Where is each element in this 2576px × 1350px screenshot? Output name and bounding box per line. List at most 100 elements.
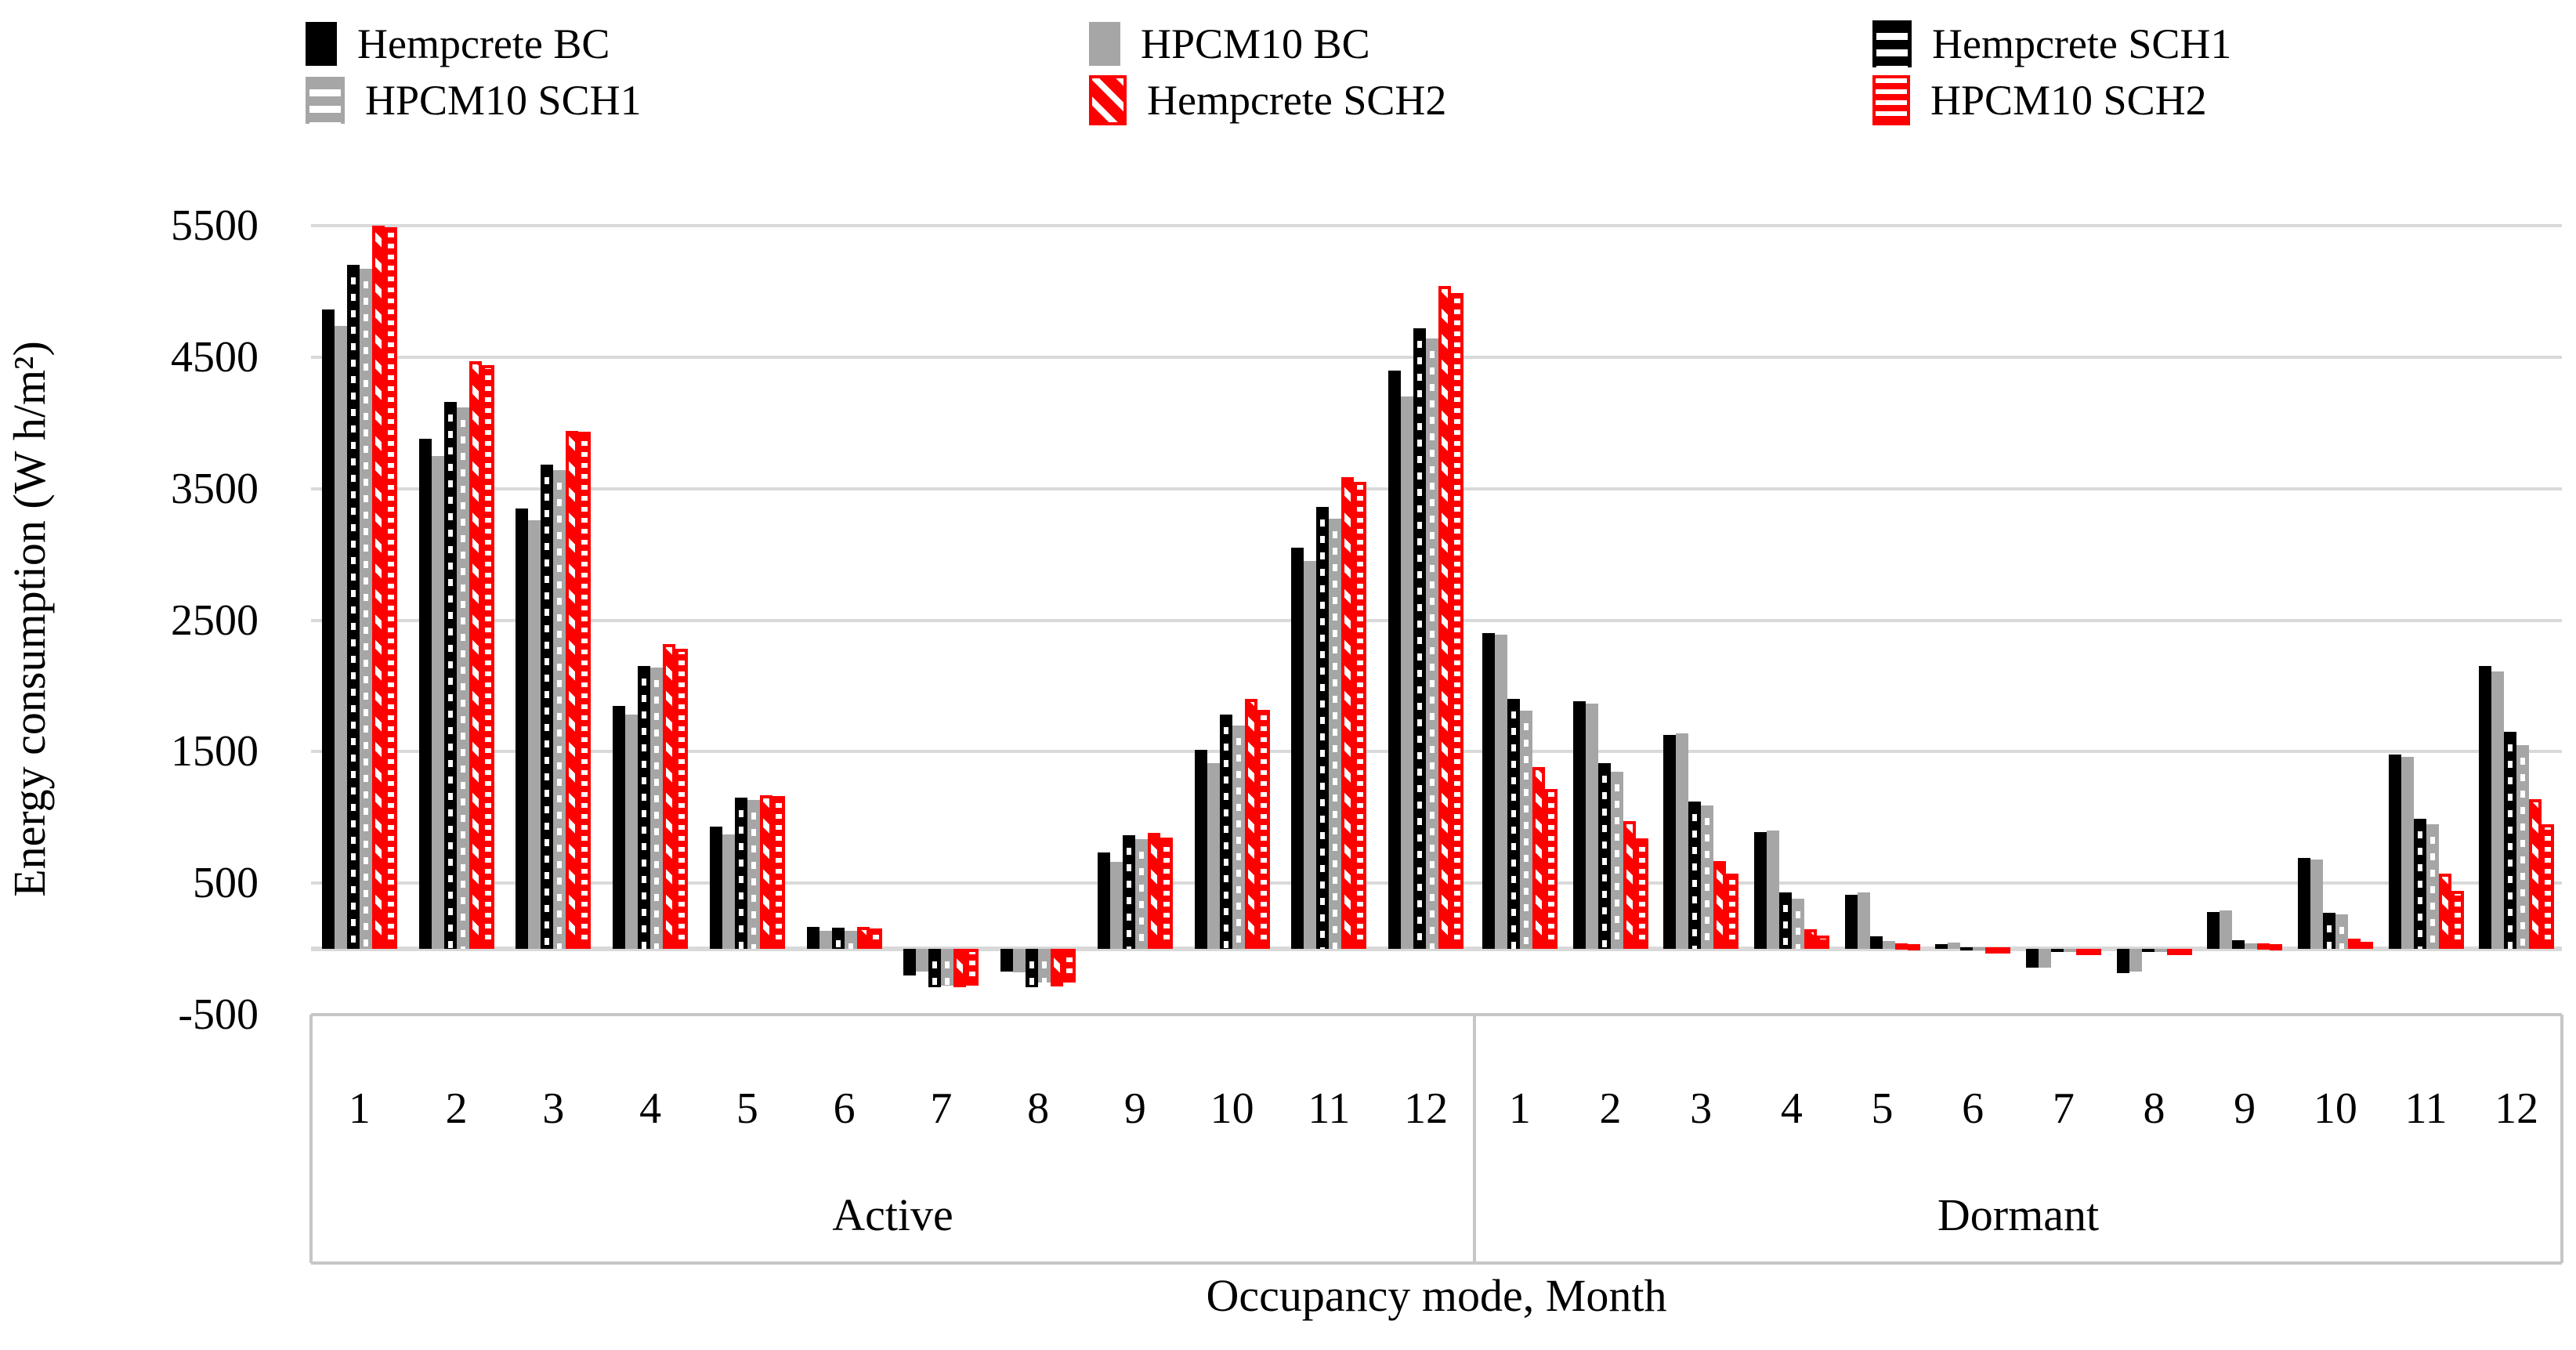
bar-hempcrete-bc-active-8 <box>1000 949 1014 972</box>
bar-hpcm10-sch1-active-5 <box>747 800 760 950</box>
bar-hempcrete-sch2-dormant-9 <box>2257 943 2270 950</box>
bar-hpcm10-bc-active-4 <box>625 715 639 950</box>
bar-hpcm10-bc-dormant-3 <box>1676 733 1689 950</box>
bar-hempcrete-sch2-active-3 <box>566 430 579 950</box>
legend-label: HPCM10 SCH2 <box>1930 77 2207 124</box>
bar-hempcrete-sch2-dormant-8 <box>2166 949 2180 956</box>
bar-hempcrete-bc-active-7 <box>903 949 917 975</box>
gridline <box>311 224 2562 227</box>
bar-hpcm10-sch1-dormant-8 <box>2154 949 2167 953</box>
legend-entry: Hempcrete SCH2 <box>1089 75 1446 125</box>
bar-hpcm10-sch1-dormant-11 <box>2426 823 2439 950</box>
bar-hpcm10-sch1-active-9 <box>1134 838 1148 950</box>
bar-hpcm10-sch1-active-2 <box>456 407 469 950</box>
bar-hempcrete-sch1-dormant-10 <box>2322 912 2335 950</box>
bar-hempcrete-sch2-active-11 <box>1341 476 1355 950</box>
month-label: 7 <box>2052 1084 2075 1133</box>
bar-hempcrete-bc-dormant-6 <box>1935 944 1948 950</box>
legend-entry: HPCM10 SCH2 <box>1872 75 2207 125</box>
band-divider <box>1473 1015 1476 1263</box>
bar-hpcm10-sch1-active-12 <box>1426 338 1439 950</box>
bar-hpcm10-sch1-active-7 <box>941 949 954 986</box>
bar-hempcrete-sch2-active-7 <box>953 949 967 987</box>
legend-label: HPCM10 BC <box>1141 20 1370 67</box>
bar-hpcm10-sch2-active-1 <box>384 226 397 950</box>
bar-hpcm10-bc-dormant-5 <box>1857 892 1870 950</box>
bar-hempcrete-sch2-active-2 <box>469 360 482 950</box>
month-label: 8 <box>2143 1084 2165 1133</box>
month-label: 6 <box>833 1084 856 1133</box>
bar-hpcm10-bc-dormant-10 <box>2310 859 2323 950</box>
bar-hpcm10-sch2-dormant-3 <box>1726 874 1739 950</box>
bar-hempcrete-sch2-dormant-6 <box>1985 947 1999 954</box>
legend-entry: HPCM10 BC <box>1089 19 1370 69</box>
bar-hempcrete-sch1-dormant-2 <box>1597 763 1611 950</box>
bar-hpcm10-sch1-dormant-2 <box>1610 771 1623 950</box>
bar-hpcm10-sch2-dormant-1 <box>1544 789 1558 950</box>
section-label-active: Active <box>832 1189 953 1240</box>
bar-hpcm10-sch1-dormant-6 <box>1973 947 1986 951</box>
bar-hempcrete-sch2-dormant-4 <box>1804 928 1817 950</box>
bar-hpcm10-bc-active-1 <box>334 325 347 950</box>
bar-hpcm10-sch2-active-7 <box>966 949 979 986</box>
band-border-left <box>309 1015 313 1263</box>
bar-hpcm10-sch2-active-3 <box>578 432 592 950</box>
bar-hpcm10-sch1-active-3 <box>553 470 566 950</box>
bar-hempcrete-sch2-active-8 <box>1051 949 1064 986</box>
bar-hempcrete-sch1-dormant-11 <box>2413 818 2426 950</box>
month-label: 2 <box>1599 1084 1622 1133</box>
month-label: 6 <box>1962 1084 1984 1133</box>
bar-hempcrete-bc-active-11 <box>1291 548 1304 950</box>
month-label: 5 <box>736 1084 758 1133</box>
bar-hempcrete-sch2-active-6 <box>856 926 870 950</box>
month-label: 5 <box>1871 1084 1894 1133</box>
bar-hpcm10-bc-active-7 <box>916 949 929 972</box>
bar-hempcrete-sch1-active-9 <box>1122 834 1135 950</box>
bar-hpcm10-sch2-active-5 <box>772 796 785 950</box>
bar-hpcm10-sch2-dormant-11 <box>2451 891 2464 950</box>
bar-hpcm10-bc-active-6 <box>819 931 832 950</box>
bar-hempcrete-sch1-dormant-9 <box>2232 940 2245 950</box>
bar-hempcrete-bc-active-5 <box>709 826 722 950</box>
band-border-bottom <box>311 1261 2562 1265</box>
bar-hempcrete-sch1-active-5 <box>734 798 747 950</box>
bar-hempcrete-sch1-dormant-12 <box>2504 732 2517 950</box>
bar-hempcrete-bc-active-6 <box>806 927 819 950</box>
zero-line <box>311 946 2562 952</box>
bar-hpcm10-sch2-dormant-6 <box>1998 947 2011 954</box>
legend-swatch-hempcrete-sch2 <box>1089 75 1127 125</box>
bar-hempcrete-sch2-active-12 <box>1438 286 1452 950</box>
bar-hempcrete-bc-active-4 <box>613 705 626 950</box>
bar-hempcrete-sch1-dormant-4 <box>1778 892 1792 950</box>
bar-hpcm10-sch2-dormant-12 <box>2542 823 2555 950</box>
section-label-dormant: Dormant <box>1937 1189 2100 1240</box>
legend-label: Hempcrete SCH2 <box>1147 77 1447 124</box>
month-label: 8 <box>1027 1084 1050 1133</box>
bar-hpcm10-bc-dormant-7 <box>2038 949 2051 968</box>
month-label: 1 <box>348 1084 371 1133</box>
bar-hempcrete-sch1-active-6 <box>831 928 845 950</box>
y-tick-label: 5500 <box>171 201 259 250</box>
bar-hpcm10-sch2-active-9 <box>1160 838 1173 950</box>
month-label: 2 <box>445 1084 468 1133</box>
bar-hempcrete-sch1-active-8 <box>1026 949 1039 987</box>
bar-hpcm10-bc-active-12 <box>1401 396 1414 950</box>
bar-hpcm10-sch1-dormant-5 <box>1882 941 1895 950</box>
bar-hempcrete-bc-active-3 <box>516 508 529 950</box>
bar-hpcm10-bc-active-2 <box>431 455 444 950</box>
bar-hempcrete-sch1-dormant-1 <box>1507 699 1520 950</box>
bar-hpcm10-bc-dormant-12 <box>2491 671 2505 950</box>
month-label: 4 <box>639 1084 662 1133</box>
legend-label: HPCM10 SCH1 <box>365 77 642 124</box>
x-axis-title: Occupancy mode, Month <box>1206 1270 1667 1321</box>
bar-hpcm10-sch2-dormant-10 <box>2360 941 2373 950</box>
bar-hpcm10-sch2-active-8 <box>1063 949 1076 983</box>
bar-hpcm10-sch2-dormant-5 <box>1907 944 1920 951</box>
bar-hempcrete-sch1-dormant-6 <box>1960 947 1974 951</box>
bar-hpcm10-sch1-dormant-3 <box>1701 805 1714 950</box>
band-border-right <box>2560 1015 2563 1263</box>
bar-hpcm10-bc-active-10 <box>1207 762 1220 950</box>
bar-hpcm10-bc-active-5 <box>722 834 735 950</box>
y-tick-label: 3500 <box>171 464 259 513</box>
